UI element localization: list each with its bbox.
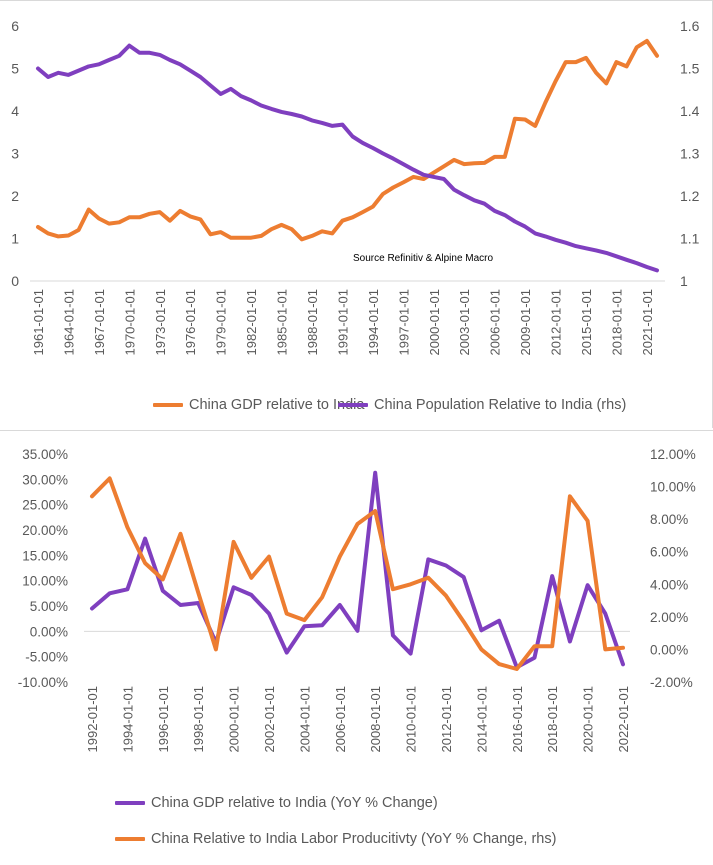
bottom-x-tick-label: 2000-01-01 <box>227 686 242 753</box>
bottom-x-tick-label: 1994-01-01 <box>120 686 135 753</box>
bottom-x-tick-label: 2002-01-01 <box>262 686 277 753</box>
bottom-x-tick-label: 1996-01-01 <box>156 686 171 753</box>
bottom-x-tick-label: 2006-01-01 <box>333 686 348 753</box>
top-y2-tick-label: 1.6 <box>680 18 700 34</box>
legend-label-population: China Population Relative to India (rhs) <box>374 397 627 413</box>
chart-bottom-svg: -10.00% -5.00% 0.00% 5.00% 10.00% 15.00% 20.00… <box>18 447 696 753</box>
top-x-tick-label: 1988-01-01 <box>305 289 320 356</box>
bottom-y2-tick-label: -2.00% <box>650 675 693 690</box>
bottom-x-tick-label: 2012-01-01 <box>439 686 454 753</box>
top-x-tick-label: 1961-01-01 <box>31 289 46 356</box>
bottom-y-tick-label: 15.00% <box>22 548 68 563</box>
legend-item-gdp: China GDP relative to India <box>153 397 364 413</box>
bottom-y2-tick-label: 10.00% <box>650 480 696 495</box>
top-x-tick-label: 1970-01-01 <box>122 289 137 356</box>
bottom-y-tick-label: -5.00% <box>25 650 68 665</box>
legend-label-gdp: China GDP relative to India <box>189 397 365 413</box>
bottom-y-tick-label: 25.00% <box>22 498 68 513</box>
bottom-series-line-0 <box>90 470 625 670</box>
top-x-tick-label: 1973-01-01 <box>153 289 168 356</box>
bottom-x-tick-label: 2020-01-01 <box>581 686 596 753</box>
bottom-y-tick-label: -10.00% <box>18 675 68 690</box>
bottom-x-tick-label: 2008-01-01 <box>368 686 383 753</box>
top-x-tick-label: 1979-01-01 <box>214 289 229 356</box>
bottom-y2-tick-label: 6.00% <box>650 545 688 560</box>
bottom-x-tick-label: 2004-01-01 <box>297 686 312 753</box>
bottom-y-tick-label: 35.00% <box>22 447 68 462</box>
top-x-tick-label: 2009-01-01 <box>518 289 533 356</box>
top-x-tick-label: 2021-01-01 <box>640 289 655 356</box>
chart-panel-top: 0 1 2 3 4 5 6 1 1.1 1.2 1.3 1.4 1.5 1.6 1961-01-01 1964… <box>0 0 713 428</box>
top-y2-tick-label: 1.5 <box>680 61 700 77</box>
bottom-y2-tick-label: 12.00% <box>650 447 696 462</box>
top-x-tick-label: 1991-01-01 <box>335 289 350 356</box>
top-y-tick-label: 1 <box>11 231 19 247</box>
top-x-tick-label: 1985-01-01 <box>275 289 290 356</box>
bottom-x-tick-label: 2010-01-01 <box>404 686 419 753</box>
top-x-tick-label: 1997-01-01 <box>396 289 411 356</box>
top-y2-tick-label: 1.3 <box>680 146 700 162</box>
legend-swatch-gdp-yoy <box>115 801 145 805</box>
bottom-y-tick-label: 30.00% <box>22 472 68 487</box>
bottom-y-tick-label: 0.00% <box>30 624 68 639</box>
top-series-line-0 <box>36 38 659 242</box>
top-series-line-1 <box>36 43 659 273</box>
top-x-tick-label: 1994-01-01 <box>366 289 381 356</box>
top-x-tick-label: 2015-01-01 <box>579 289 594 356</box>
bottom-x-tick-label: 1992-01-01 <box>85 686 100 753</box>
bottom-y2-tick-label: 8.00% <box>650 512 688 527</box>
top-x-tick-label: 2003-01-01 <box>457 289 472 356</box>
legend-label-gdp-yoy: China GDP relative to India (YoY % Chang… <box>151 795 438 811</box>
bottom-x-tick-label: 2014-01-01 <box>474 686 489 753</box>
top-x-tick-label: 1976-01-01 <box>183 289 198 356</box>
top-x-tick-label: 1982-01-01 <box>244 289 259 356</box>
top-y-tick-label: 2 <box>11 188 19 204</box>
top-y2-tick-label: 1 <box>680 273 688 289</box>
top-x-tick-label: 1964-01-01 <box>61 289 76 356</box>
bottom-series-line-1 <box>90 476 625 671</box>
top-y-tick-label: 0 <box>11 273 19 289</box>
top-y-tick-label: 3 <box>11 146 19 162</box>
source-annotation: Source Refinitiv & Alpine Macro <box>353 253 494 264</box>
legend-label-productivity: China Relative to India Labor Producitiv… <box>151 831 557 847</box>
top-y2-tick-label: 1.2 <box>680 188 700 204</box>
top-y-tick-label: 5 <box>11 61 19 77</box>
top-y2-tick-label: 1.1 <box>680 231 700 247</box>
top-x-tick-label: 2006-01-01 <box>488 289 503 356</box>
legend-swatch-productivity <box>115 837 145 841</box>
bottom-y2-tick-label: 2.00% <box>650 610 688 625</box>
legend-item-population: China Population Relative to India (rhs) <box>338 397 626 413</box>
bottom-y-tick-label: 20.00% <box>22 523 68 538</box>
bottom-x-tick-label: 1998-01-01 <box>191 686 206 753</box>
bottom-y2-tick-label: 0.00% <box>650 642 688 657</box>
bottom-x-tick-label: 2018-01-01 <box>545 686 560 753</box>
top-x-tick-label: 1967-01-01 <box>92 289 107 356</box>
legend-swatch-gdp <box>153 403 183 407</box>
legend-item-productivity: China Relative to India Labor Producitiv… <box>115 831 556 847</box>
top-y2-tick-label: 1.4 <box>680 103 700 119</box>
top-x-tick-label: 2012-01-01 <box>549 289 564 356</box>
bottom-x-tick-label: 2016-01-01 <box>510 686 525 753</box>
bottom-y-tick-label: 5.00% <box>30 599 68 614</box>
bottom-x-tick-label: 2022-01-01 <box>616 686 631 753</box>
legend-item-gdp-yoy: China GDP relative to India (YoY % Chang… <box>115 795 438 811</box>
chart-top-svg: 0 1 2 3 4 5 6 1 1.1 1.2 1.3 1.4 1.5 1.6 1961-01-01 1964… <box>11 18 700 356</box>
chart-panel-bottom: -10.00% -5.00% 0.00% 5.00% 10.00% 15.00% 20.00… <box>0 430 713 864</box>
bottom-y-tick-label: 10.00% <box>22 574 68 589</box>
legend-swatch-population <box>338 403 368 407</box>
bottom-y2-tick-label: 4.00% <box>650 577 688 592</box>
top-x-tick-label: 2000-01-01 <box>427 289 442 356</box>
top-y-tick-label: 4 <box>11 103 19 119</box>
top-x-tick-label: 2018-01-01 <box>609 289 624 356</box>
top-y-tick-label: 6 <box>11 18 19 34</box>
